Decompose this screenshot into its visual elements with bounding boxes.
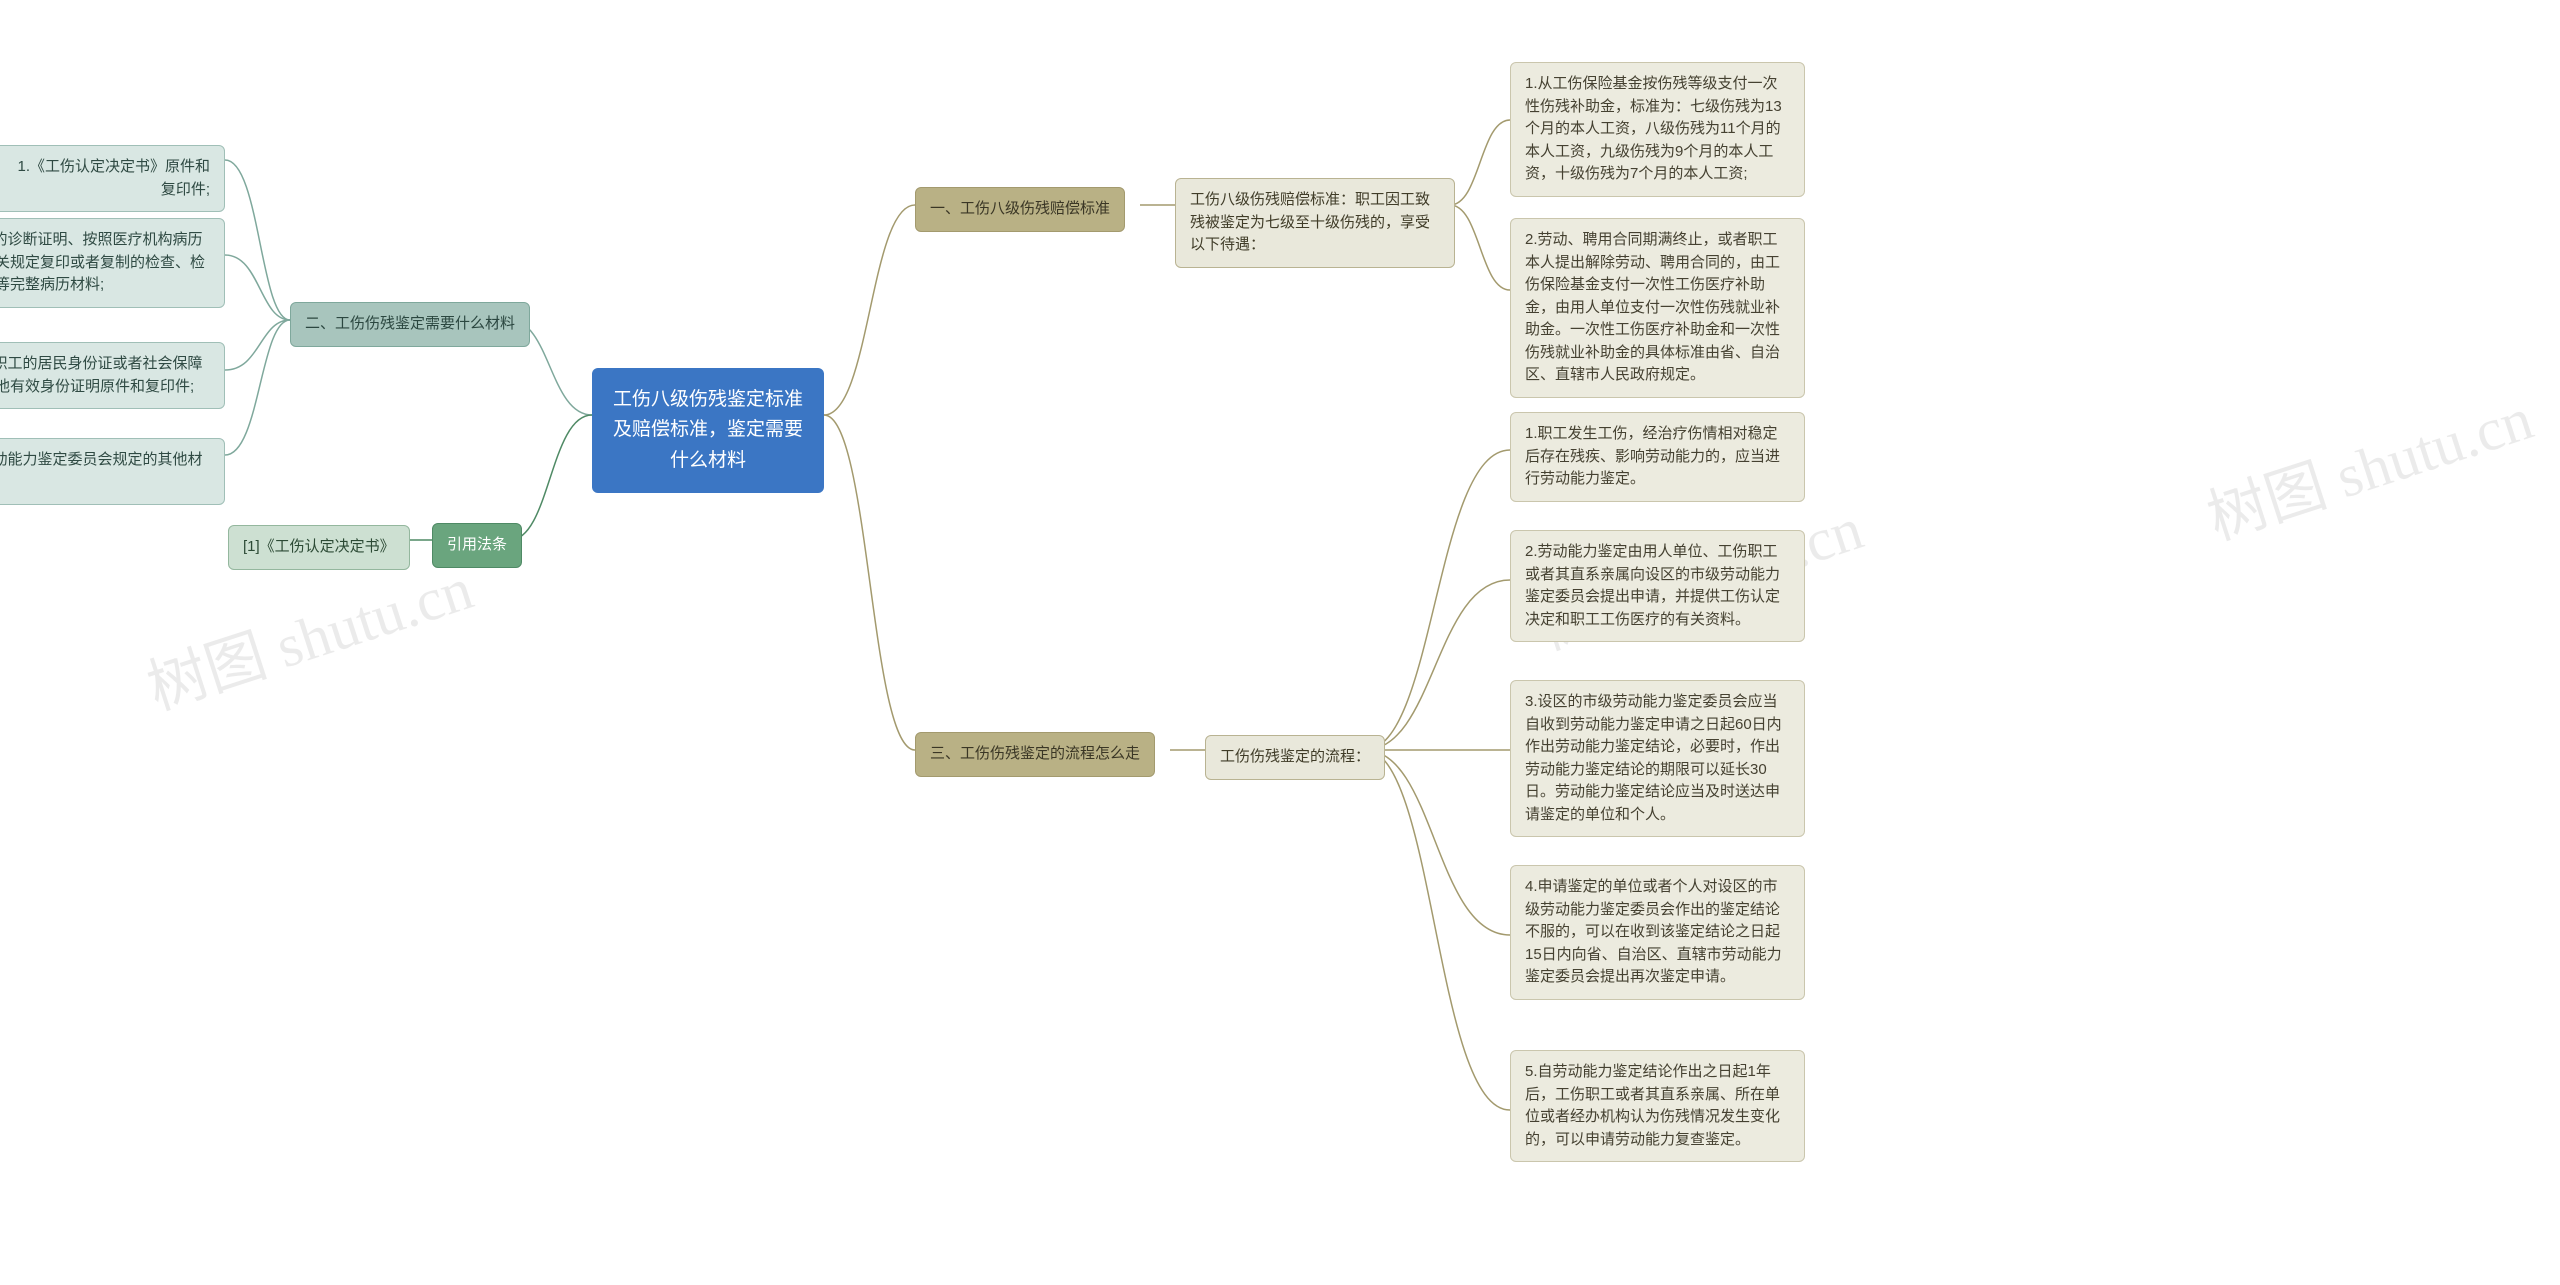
branch-3-leaf-4: 4.申请鉴定的单位或者个人对设区的市级劳动能力鉴定委员会作出的鉴定结论不服的，可… <box>1510 865 1805 1000</box>
branch-3-title: 三、工伤伤残鉴定的流程怎么走 <box>915 732 1155 777</box>
branch-3-leaf-2: 2.劳动能力鉴定由用人单位、工伤职工或者其直系亲属向设区的市级劳动能力鉴定委员会… <box>1510 530 1805 642</box>
root-node: 工伤八级伤残鉴定标准及赔偿标准，鉴定需要什么材料 <box>592 368 824 493</box>
branch-1-leaf-2: 2.劳动、聘用合同期满终止，或者职工本人提出解除劳动、聘用合同的，由工伤保险基金… <box>1510 218 1805 398</box>
watermark: 树图 shutu.cn <box>2195 370 2542 557</box>
ref-title: 引用法条 <box>432 523 522 568</box>
branch-2-leaf-1: 1.《工伤认定决定书》原件和复印件; <box>0 145 225 212</box>
branch-3-leaf-1: 1.职工发生工伤，经治疗伤情相对稳定后存在残疾、影响劳动能力的，应当进行劳动能力… <box>1510 412 1805 502</box>
branch-2-title: 二、工伤伤残鉴定需要什么材料 <box>290 302 530 347</box>
branch-1-leaf-1: 1.从工伤保险基金按伤残等级支付一次性伤残补助金，标准为：七级伤残为13个月的本… <box>1510 62 1805 197</box>
branch-2-leaf-3: 3.工伤职工的居民身份证或者社会保障卡等其他有效身份证明原件和复印件; <box>0 342 225 409</box>
branch-1-title: 一、工伤八级伤残赔偿标准 <box>915 187 1125 232</box>
branch-2-leaf-2: 2.有效的诊断证明、按照医疗机构病历管理有关规定复印或者复制的检查、检验报告等完… <box>0 218 225 308</box>
ref-leaf-1: [1]《工伤认定决定书》 <box>228 525 410 570</box>
branch-3-leaf-5: 5.自劳动能力鉴定结论作出之日起1年后，工伤职工或者其直系亲属、所在单位或者经办… <box>1510 1050 1805 1162</box>
branch-3-leaf-3: 3.设区的市级劳动能力鉴定委员会应当自收到劳动能力鉴定申请之日起60日内作出劳动… <box>1510 680 1805 837</box>
branch-3-mid: 工伤伤残鉴定的流程： <box>1205 735 1385 780</box>
branch-1-mid: 工伤八级伤残赔偿标准：职工因工致残被鉴定为七级至十级伤残的，享受以下待遇： <box>1175 178 1455 268</box>
branch-2-leaf-4: 4.劳动能力鉴定委员会规定的其他材料。 <box>0 438 225 505</box>
